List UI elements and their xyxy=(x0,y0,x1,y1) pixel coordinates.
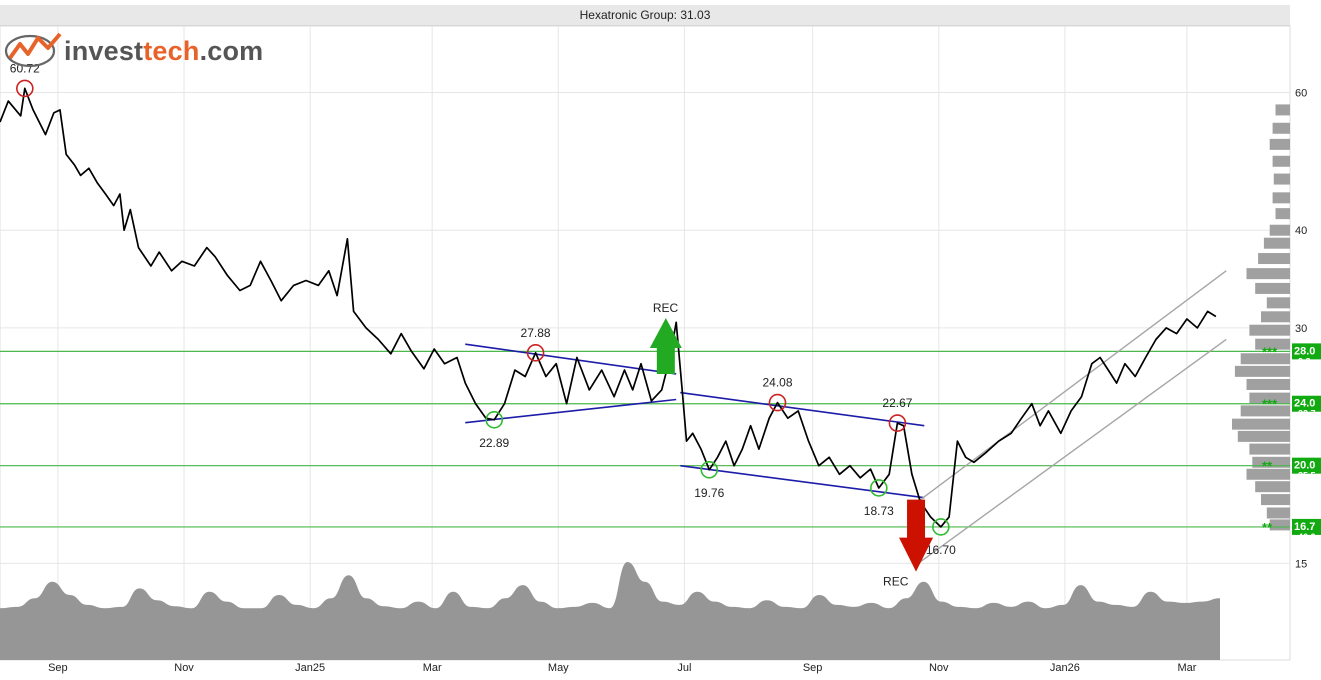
sell-signal-label: REC xyxy=(883,575,909,589)
logo-text: investtech.com xyxy=(64,36,263,67)
chart-title: Hexatronic Group: 31.03 xyxy=(579,8,711,22)
y-tick-label: 40 xyxy=(1295,225,1307,237)
volume-profile-bar xyxy=(1240,353,1290,365)
investtech-logo: investtech.com xyxy=(2,30,272,70)
volume-profile-bar xyxy=(1269,138,1290,150)
volume-profile-bar xyxy=(1261,311,1290,323)
volume-profile-bar xyxy=(1246,378,1290,390)
support-value: 24.0 xyxy=(1294,398,1315,410)
volume-profile-bar xyxy=(1246,468,1290,480)
support-stars: *** xyxy=(1262,344,1278,359)
volume-profile-bar xyxy=(1269,224,1290,236)
top-marker xyxy=(526,344,545,362)
sell-signal-arrow xyxy=(899,499,934,572)
support-change: -35.5 xyxy=(1295,471,1316,481)
bottom-label: 19.76 xyxy=(694,486,724,500)
logo-text-main: invest xyxy=(64,36,144,66)
volume-area xyxy=(0,562,1220,660)
volume-profile-bar xyxy=(1252,456,1290,468)
volume-profile-bar xyxy=(1275,104,1290,116)
logo-text-accent: tech xyxy=(143,36,200,66)
bottom-marker xyxy=(485,411,504,429)
y-tick-label: 15 xyxy=(1295,558,1307,570)
bottom-label: 18.73 xyxy=(864,504,894,518)
trend-line-channel-upper xyxy=(680,391,925,427)
top-marker xyxy=(768,393,787,412)
volume-profile-bar xyxy=(1269,519,1290,531)
top-marker xyxy=(888,414,907,432)
support-value: 16.7 xyxy=(1294,521,1315,533)
volume-profile-bar xyxy=(1249,324,1290,336)
volume-profile-bar xyxy=(1255,282,1290,294)
buy-signal-arrow xyxy=(649,317,682,374)
volume-profile-bar xyxy=(1237,430,1290,442)
support-stars: ** xyxy=(1262,459,1273,474)
volume-profile-bar xyxy=(1255,338,1290,350)
volume-profile-bar xyxy=(1240,405,1290,417)
support-value: 28.0 xyxy=(1294,345,1315,357)
plot-area xyxy=(0,25,1291,661)
volume-profile-bar xyxy=(1275,208,1290,220)
trend-line-triangle-lower xyxy=(465,398,677,424)
rising-channel-lower xyxy=(917,338,1227,564)
logo-text-suffix: .com xyxy=(199,36,264,66)
x-tick-label: Mar xyxy=(1177,662,1196,674)
x-tick-label: Jul xyxy=(677,662,691,674)
volume-profile-bar xyxy=(1272,155,1290,167)
buy-signal-label: REC xyxy=(653,301,679,315)
trend-line-triangle-upper xyxy=(465,343,677,375)
trend-line-channel-lower xyxy=(680,464,925,499)
volume-profile-bar xyxy=(1266,507,1290,519)
volume-profile-bar xyxy=(1261,494,1290,506)
volume-profile-bar xyxy=(1234,365,1290,377)
top-label: 24.08 xyxy=(762,376,792,390)
volume-profile-bar xyxy=(1249,392,1290,404)
bottom-label: 22.89 xyxy=(479,436,509,450)
price-line xyxy=(0,87,1217,528)
top-label: 27.88 xyxy=(521,326,551,340)
investtech-logo-icon xyxy=(4,32,62,68)
volume-profile-bar xyxy=(1266,297,1290,309)
volume-profile-bar xyxy=(1273,173,1290,185)
support-change: -46.2 xyxy=(1295,532,1316,542)
support-stars: *** xyxy=(1262,397,1278,412)
bottom-marker xyxy=(700,460,719,479)
x-tick-label: Nov xyxy=(174,662,194,674)
volume-profile-bar xyxy=(1263,237,1290,249)
support-change: -22.7 xyxy=(1295,409,1316,419)
x-tick-label: Sep xyxy=(803,662,823,674)
x-tick-label: Sep xyxy=(48,662,68,674)
bottom-marker xyxy=(932,518,950,536)
volume-profile-bar xyxy=(1272,192,1290,204)
volume-profile-bar xyxy=(1255,481,1290,493)
support-value: 20.0 xyxy=(1294,460,1315,472)
x-tick-label: Mar xyxy=(423,662,442,674)
support-stars: ** xyxy=(1262,520,1273,535)
rising-channel-upper xyxy=(917,270,1227,503)
volume-profile-bar xyxy=(1258,253,1290,265)
support-badge xyxy=(1292,518,1321,535)
volume-profile-bar xyxy=(1272,122,1290,134)
volume-profile-bar xyxy=(1232,418,1290,430)
support-badge xyxy=(1292,395,1321,412)
x-tick-label: Jan25 xyxy=(295,662,325,674)
support-badge xyxy=(1292,457,1321,474)
top-label: 22.67 xyxy=(882,396,912,410)
x-tick-label: Jan26 xyxy=(1050,662,1080,674)
bottom-label: 16.70 xyxy=(926,543,956,557)
top-marker xyxy=(16,79,34,98)
volume-profile-bar xyxy=(1246,268,1290,280)
support-change: -9.8 xyxy=(1295,356,1311,366)
y-tick-label: 60 xyxy=(1295,87,1307,99)
bottom-marker xyxy=(870,479,888,497)
x-tick-label: Nov xyxy=(929,662,949,674)
x-tick-label: May xyxy=(548,662,569,674)
volume-profile-bar xyxy=(1249,443,1290,455)
support-badge xyxy=(1292,343,1321,360)
y-tick-label: 30 xyxy=(1295,323,1307,335)
